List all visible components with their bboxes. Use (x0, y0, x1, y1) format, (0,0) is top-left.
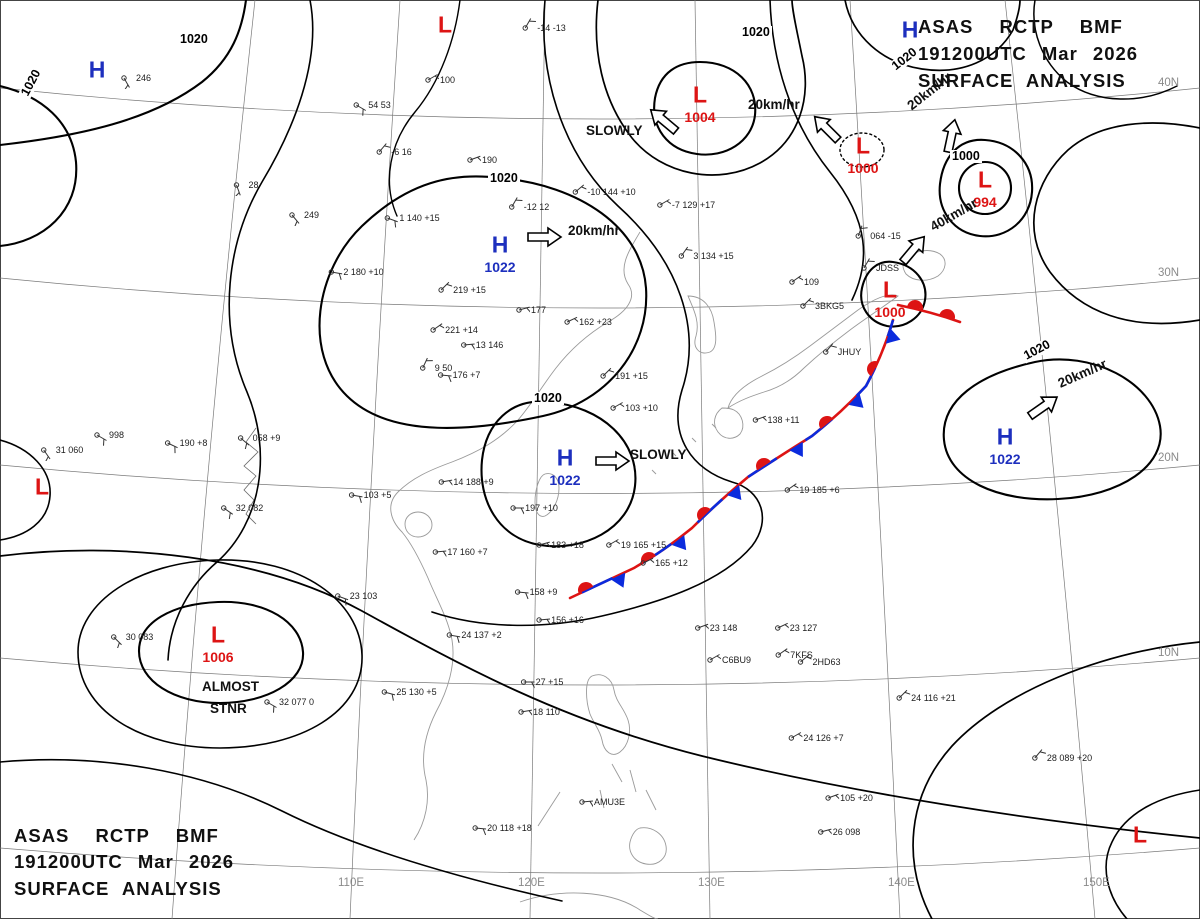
front-marker-cold (885, 328, 901, 344)
front-marker-cold (848, 393, 864, 408)
front-marker-cold (671, 534, 687, 551)
front-marker-cold (789, 441, 803, 458)
movement-arrows (527, 108, 1059, 472)
coastlines (243, 231, 946, 919)
stationary-front-line-cold-segments (569, 319, 895, 600)
movement-arrow-icon (813, 115, 842, 144)
front-marker-cold (610, 572, 626, 588)
front-marker-warm (907, 300, 923, 310)
title-block-top-right: ASAS RCTP BMF 191200UTC Mar 2026 SURFACE… (918, 14, 1190, 94)
front-marker-warm (939, 309, 955, 320)
front-marker-warm (578, 582, 594, 594)
dashed-low-circle (839, 132, 885, 168)
movement-arrow-icon (941, 118, 963, 154)
chart-type: SURFACE ANALYSIS (14, 878, 222, 900)
title-block-bottom-left: ASAS RCTP BMF 191200UTC Mar 2026 SURFACE… (14, 823, 234, 903)
front-marker-warm (819, 416, 834, 430)
movement-arrow-icon (1026, 396, 1059, 421)
chart-id: ASAS RCTP BMF (918, 16, 1123, 37)
front-markers (578, 300, 955, 594)
movement-arrow-icon (595, 450, 631, 472)
chart-id: ASAS RCTP BMF (14, 824, 219, 846)
warm-front-line (896, 303, 962, 324)
front-marker-warm (756, 458, 771, 471)
front-marker-warm (867, 361, 879, 377)
chart-type: SURFACE ANALYSIS (918, 69, 1126, 91)
chart-datetime: 191200UTC Mar 2026 (918, 42, 1139, 64)
movement-arrow-icon (649, 108, 680, 136)
front-marker-cold (726, 484, 742, 500)
movement-arrow-icon (527, 226, 563, 248)
chart-datetime: 191200UTC Mar 2026 (14, 851, 235, 873)
movement-arrow-icon (898, 235, 926, 266)
